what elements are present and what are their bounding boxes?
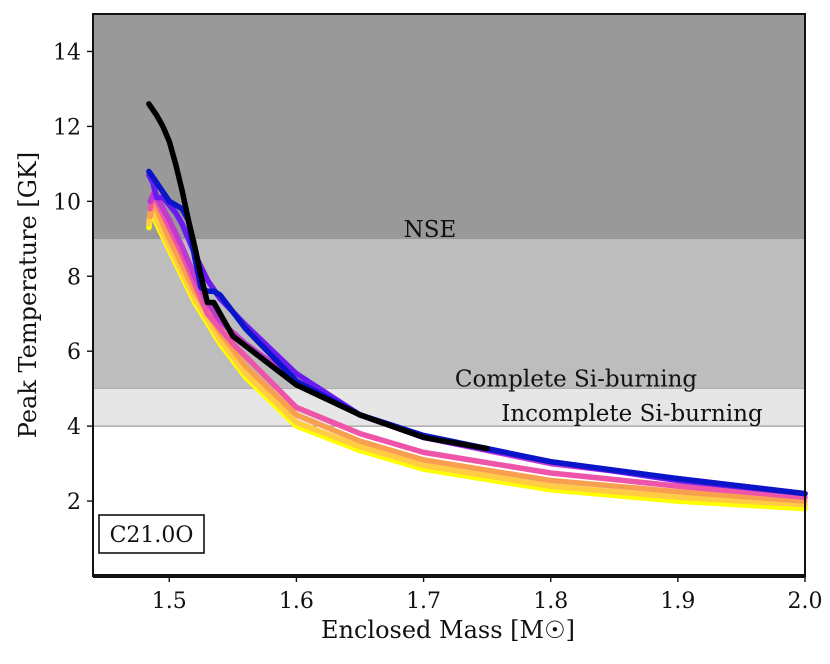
x-tick-label: 1.8: [533, 589, 568, 614]
model-label-frame: [98, 514, 205, 554]
region-labels: NSE Complete Si-burning Incomplete Si-burn…: [404, 217, 763, 427]
region-label-incomplete-si: Incomplete Si-burning: [501, 401, 763, 427]
x-tick-label: 2.0: [788, 589, 823, 614]
y-tick-label: 10: [53, 190, 81, 215]
x-axis-ticks: 1.5 1.6 1.7 1.8 1.9 2.0: [152, 576, 823, 614]
y-axis-label: Peak Temperature [GK]: [14, 152, 42, 438]
y-tick-label: 12: [53, 115, 81, 140]
y-tick-label: 14: [53, 40, 81, 65]
y-tick-label: 4: [67, 415, 81, 440]
region-label-complete-si: Complete Si-burning: [455, 367, 698, 393]
region-NSE: [93, 14, 805, 239]
x-tick-label: 1.5: [152, 589, 187, 614]
y-tick-label: 8: [67, 265, 81, 290]
series-black: [146, 101, 490, 452]
y-tick-label: 2: [67, 490, 81, 515]
series-orange: [147, 194, 808, 504]
region-incomplete-si: [93, 388, 805, 427]
x-axis-label: Enclosed Mass [M☉]: [321, 616, 575, 644]
series-light-orange: [146, 202, 808, 508]
x-tick-label: 1.6: [279, 589, 314, 614]
plot-frame: [92, 13, 806, 578]
model-label-box: C21.0O: [98, 514, 205, 554]
y-tick-label: 6: [67, 340, 81, 365]
x-tick-label: 1.9: [660, 589, 695, 614]
region-label-NSE: NSE: [404, 217, 457, 243]
series-lines: [146, 101, 808, 512]
y-axis-ticks: 2 4 6 8 10 12 14: [53, 40, 93, 515]
model-label: C21.0O: [110, 523, 194, 548]
x-tick-label: 1.7: [406, 589, 441, 614]
